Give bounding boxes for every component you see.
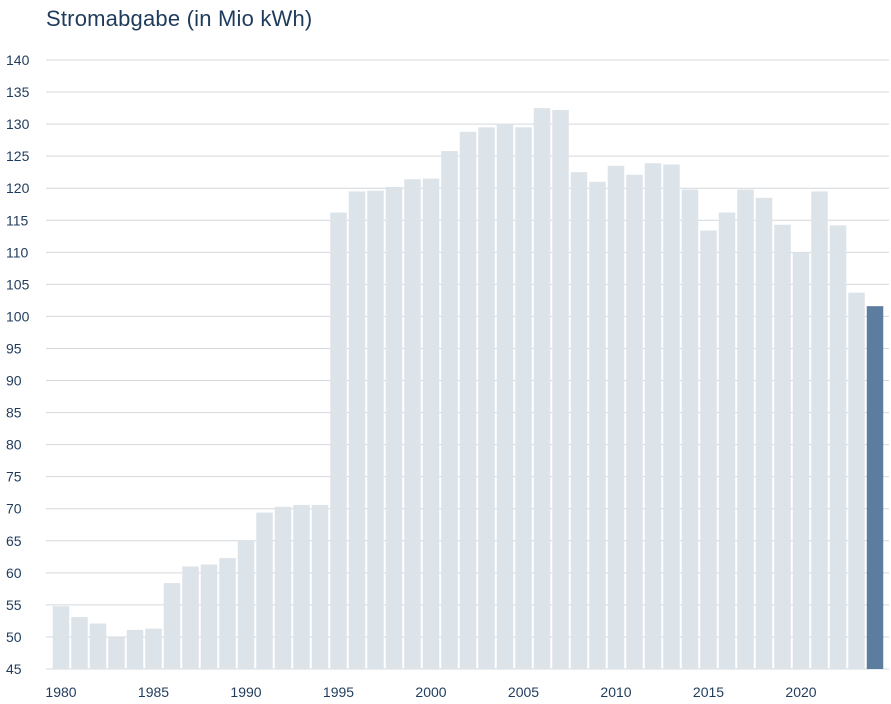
- bar: [126, 629, 144, 669]
- bar: [755, 197, 773, 669]
- bar: [681, 189, 699, 670]
- y-tick-label: 50: [6, 629, 22, 645]
- x-tick-label: 2015: [693, 684, 724, 700]
- x-tick-label: 2000: [415, 684, 446, 700]
- bar: [478, 127, 495, 669]
- bar: [52, 606, 70, 669]
- y-tick-label: 120: [6, 180, 30, 196]
- bar: [607, 165, 625, 669]
- bar: [533, 108, 551, 669]
- y-tick-label: 130: [6, 116, 30, 132]
- bar: [570, 172, 588, 669]
- bar: [422, 178, 440, 669]
- bar: [829, 225, 847, 669]
- y-tick-label: 100: [6, 308, 30, 324]
- x-tick-label: 1990: [230, 684, 261, 700]
- y-tick-label: 70: [6, 501, 22, 517]
- y-tick-label: 135: [6, 84, 30, 100]
- x-tick-label: 2020: [785, 684, 816, 700]
- bar: [89, 623, 107, 669]
- bar: [385, 186, 403, 669]
- bars: [52, 108, 884, 670]
- bar: [718, 212, 736, 669]
- bar: [792, 252, 810, 669]
- y-tick-label: 90: [6, 373, 22, 389]
- x-axis-ticks: 1980 1985 1990 1995 2000 2005 2010 2015 2020: [45, 684, 816, 700]
- bar: [256, 512, 273, 669]
- bar: [200, 564, 218, 669]
- bar: [644, 163, 662, 669]
- x-tick-label: 1980: [45, 684, 76, 700]
- bar: [237, 540, 255, 669]
- y-tick-label: 110: [6, 244, 29, 260]
- x-tick-label: 2010: [600, 684, 631, 700]
- bar: [293, 504, 310, 669]
- x-tick-label: 1995: [323, 684, 354, 700]
- bar: [71, 617, 88, 669]
- bar: [496, 124, 514, 670]
- chart-title: Stromabgabe (in Mio kWh): [46, 6, 313, 31]
- bar: [589, 181, 606, 670]
- bar: [737, 189, 754, 670]
- y-tick-label: 45: [6, 661, 22, 677]
- bar: [515, 127, 532, 669]
- bar: [330, 212, 347, 669]
- y-tick-label: 95: [6, 340, 22, 356]
- bar: [774, 224, 791, 669]
- bar: [404, 179, 421, 670]
- bar: [811, 191, 828, 670]
- y-tick-label: 75: [6, 469, 22, 485]
- y-tick-label: 60: [6, 565, 22, 581]
- y-axis-ticks: 45 50 55 60 65 70 75 80 85 90 95 100 105 110 115 120 125…: [6, 52, 30, 677]
- y-tick-label: 65: [6, 533, 22, 549]
- y-tick-label: 80: [6, 437, 22, 453]
- bar: [367, 190, 384, 669]
- y-tick-label: 85: [6, 405, 22, 421]
- bar: [459, 131, 477, 670]
- bar: [626, 174, 643, 669]
- bar: [274, 506, 292, 669]
- y-tick-label: 115: [6, 212, 29, 228]
- bar: [182, 566, 199, 669]
- y-tick-label: 125: [6, 148, 30, 164]
- bar: [348, 191, 366, 670]
- bar: [163, 583, 181, 669]
- bar: [663, 164, 680, 670]
- bar: [219, 558, 236, 669]
- bar: [145, 628, 162, 669]
- x-tick-label: 1985: [138, 684, 169, 700]
- bar: [441, 151, 458, 669]
- bar-highlight: [866, 306, 884, 669]
- bar: [108, 637, 125, 669]
- y-tick-label: 140: [6, 52, 30, 68]
- x-tick-label: 2005: [508, 684, 539, 700]
- bar: [848, 292, 865, 669]
- bar: [552, 110, 569, 669]
- bar: [311, 504, 329, 669]
- y-tick-label: 105: [6, 276, 30, 292]
- bar: [700, 230, 717, 669]
- y-tick-label: 55: [6, 597, 22, 613]
